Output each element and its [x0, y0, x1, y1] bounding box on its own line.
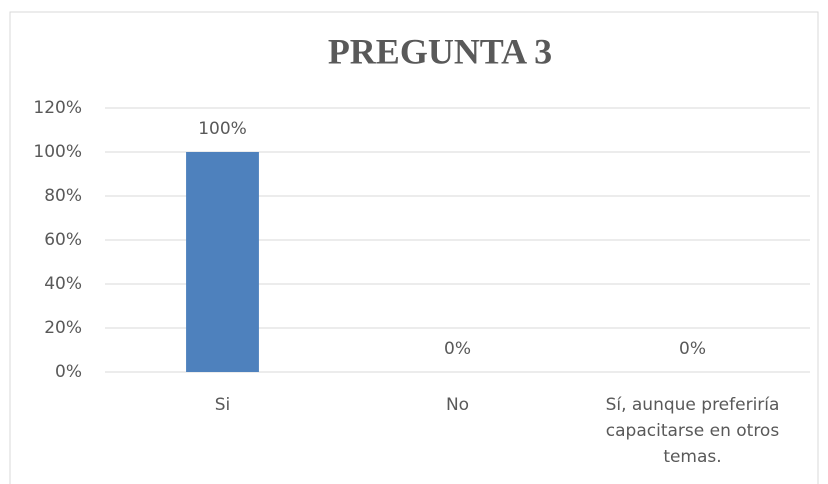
x-tick-label-box: No — [445, 395, 470, 415]
x-tick-label: No — [445, 395, 470, 415]
data-label: 100% — [198, 119, 247, 139]
data-label: 0% — [444, 339, 471, 359]
chart-border — [9, 11, 819, 484]
y-tick-label: 80% — [44, 186, 82, 206]
y-tick-label: 20% — [44, 318, 82, 338]
y-tick-label: 100% — [33, 142, 82, 162]
y-tick-label: 120% — [33, 98, 82, 118]
data-label: 0% — [679, 339, 706, 359]
x-tick-label-box: Sí, aunque preferiría capacitarse en otr… — [605, 395, 780, 467]
bar — [186, 152, 259, 372]
x-tick-label-box: Si — [214, 395, 231, 415]
chart-title: PREGUNTA 3 — [328, 31, 552, 71]
x-tick-label: Sí, aunque preferiría capacitarse en otr… — [605, 395, 780, 467]
y-tick-label: 60% — [44, 230, 82, 250]
y-tick-label: 0% — [55, 362, 82, 382]
x-tick-label: Si — [214, 395, 231, 415]
y-tick-label: 40% — [44, 274, 82, 294]
